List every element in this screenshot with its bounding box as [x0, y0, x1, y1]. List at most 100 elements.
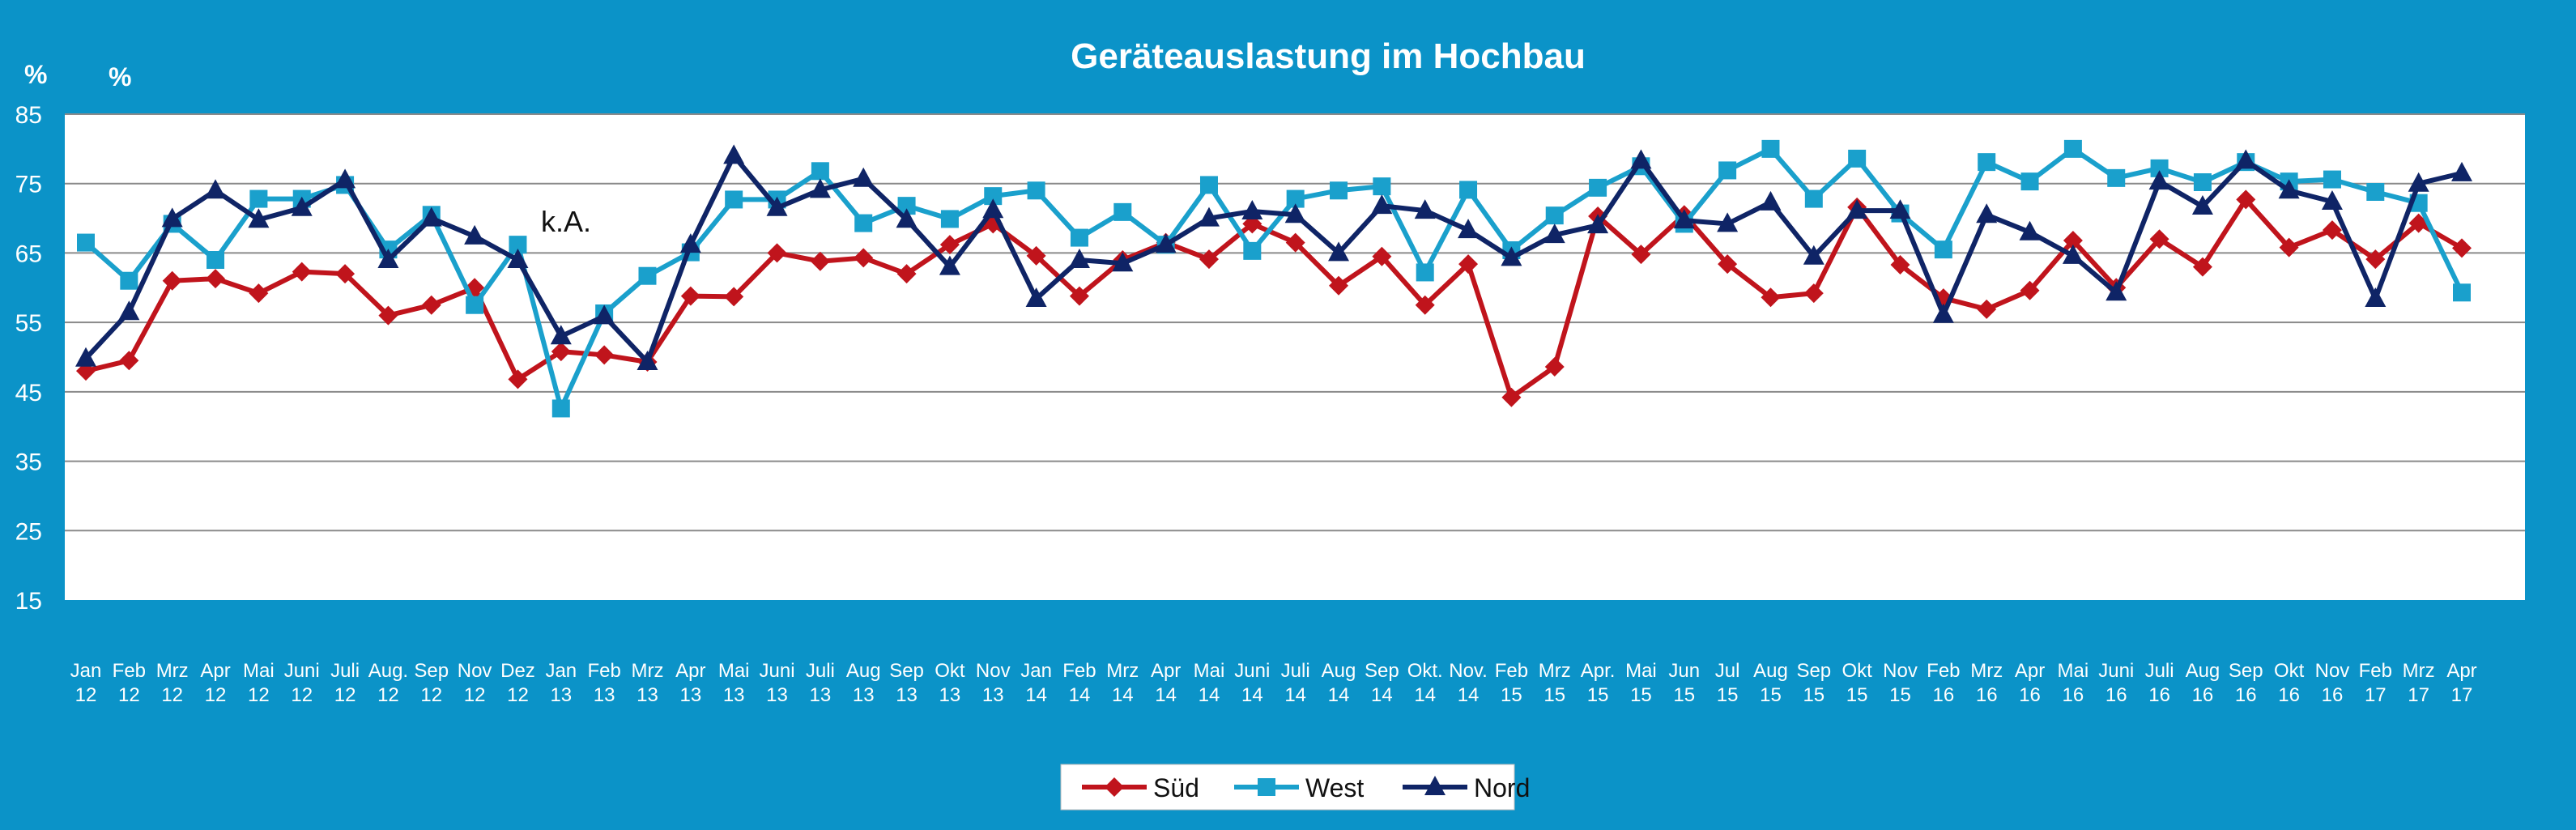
data-point: [1848, 149, 1867, 168]
data-point: [1070, 228, 1088, 247]
annotation-label: k.A.: [541, 205, 591, 238]
x-tick-label: 12: [377, 684, 399, 706]
x-tick-label: 17: [2365, 684, 2387, 706]
x-tick-label: 16: [2192, 684, 2214, 706]
data-point: [2149, 229, 2169, 249]
x-tick-label: Sep: [414, 660, 449, 682]
data-point: [1458, 254, 1479, 275]
data-point: [1673, 209, 1695, 229]
data-point: [508, 369, 528, 389]
x-tick-label: Apr: [200, 660, 230, 682]
data-point: [77, 233, 95, 252]
data-point: [811, 162, 829, 181]
x-tick-label: Juni: [1234, 660, 1270, 682]
data-point: [1977, 299, 1997, 319]
data-point: [249, 283, 269, 304]
data-point: [1241, 200, 1263, 219]
x-tick-label: Jun: [1668, 660, 1700, 682]
x-tick-label: 13: [550, 684, 572, 706]
x-tick-label: 15: [1760, 684, 1782, 706]
x-tick-label: 16: [2322, 684, 2344, 706]
x-tick-label: 14: [1414, 684, 1436, 706]
data-point: [334, 168, 356, 189]
x-tick-label: 13: [679, 684, 701, 706]
data-point: [1155, 233, 1177, 253]
x-tick-label: Sep: [1365, 660, 1399, 682]
legend-label: West: [1305, 773, 1364, 802]
x-tick-label: Apr: [1151, 660, 1181, 682]
x-tick-label: 15: [1673, 684, 1695, 706]
x-tick-label: 14: [1155, 684, 1177, 706]
data-point: [292, 262, 312, 282]
data-point: [421, 295, 441, 315]
x-tick-label: 14: [1112, 684, 1134, 706]
x-tick-label: 15: [1846, 684, 1868, 706]
data-point: [1198, 206, 1220, 227]
x-tick-label: Juni: [2098, 660, 2134, 682]
x-tick-label: Jan: [545, 660, 577, 682]
x-tick-label: Jul: [1715, 660, 1740, 682]
x-tick-label: Okt: [935, 660, 965, 682]
x-tick-label: Mrz: [631, 660, 663, 682]
y-unit-label: %: [24, 60, 47, 89]
x-tick-label: 14: [1025, 684, 1047, 706]
data-point: [207, 251, 225, 269]
x-tick-label: 15: [1803, 684, 1824, 706]
data-point: [1543, 223, 1565, 244]
data-point: [2193, 173, 2212, 191]
data-point: [1459, 181, 1478, 199]
x-tick-label: Juli: [806, 660, 835, 682]
x-tick-label: Nov: [976, 660, 1011, 682]
x-tick-label: Aug: [1753, 660, 1788, 682]
data-point: [2062, 244, 2084, 264]
data-point: [2408, 172, 2429, 192]
x-tick-label: 12: [248, 684, 270, 706]
data-point: [2366, 183, 2385, 201]
x-tick-label: 13: [723, 684, 745, 706]
data-point: [2452, 238, 2472, 258]
data-point: [1976, 203, 1998, 223]
data-point: [1890, 255, 1910, 275]
data-point: [509, 236, 527, 254]
x-tick-label: Mai: [1625, 660, 1657, 682]
data-point: [162, 270, 182, 291]
data-point: [1285, 232, 1305, 253]
data-point: [725, 190, 743, 209]
data-point: [594, 345, 615, 365]
x-tick-label: 14: [1284, 684, 1306, 706]
data-point: [206, 269, 226, 289]
data-point: [1284, 203, 1306, 223]
data-point: [1932, 303, 1954, 323]
data-point: [1068, 249, 1090, 268]
data-point: [1373, 177, 1391, 196]
data-point: [594, 304, 615, 325]
x-tick-label: 12: [291, 684, 313, 706]
y-tick-label: 55: [15, 310, 42, 337]
x-tick-label: Nov: [2315, 660, 2350, 682]
y-tick-label: 35: [15, 449, 42, 476]
x-tick-label: Juli: [1281, 660, 1310, 682]
data-point: [1587, 214, 1609, 234]
x-tick-label: Mai: [2058, 660, 2089, 682]
data-point: [205, 179, 227, 199]
data-point: [1113, 202, 1132, 221]
x-tick-label: Mai: [718, 660, 750, 682]
data-point: [551, 342, 571, 362]
data-point: [2063, 231, 2083, 250]
data-point: [466, 296, 484, 314]
data-point: [1027, 181, 1045, 200]
x-tick-label: 14: [1241, 684, 1263, 706]
x-tick-label: 14: [1069, 684, 1091, 706]
data-point: [2148, 170, 2170, 190]
legend-marker: [1424, 776, 1446, 795]
x-tick-label: Apr: [2015, 660, 2045, 682]
data-point: [551, 399, 570, 418]
x-tick-label: 16: [2278, 684, 2300, 706]
data-point: [2323, 170, 2341, 189]
data-point: [939, 235, 960, 255]
y-tick-label: 65: [15, 240, 42, 267]
data-point: [982, 198, 1004, 219]
x-tick-label: 13: [896, 684, 918, 706]
data-point: [420, 206, 442, 227]
x-tick-label: 12: [75, 684, 97, 706]
